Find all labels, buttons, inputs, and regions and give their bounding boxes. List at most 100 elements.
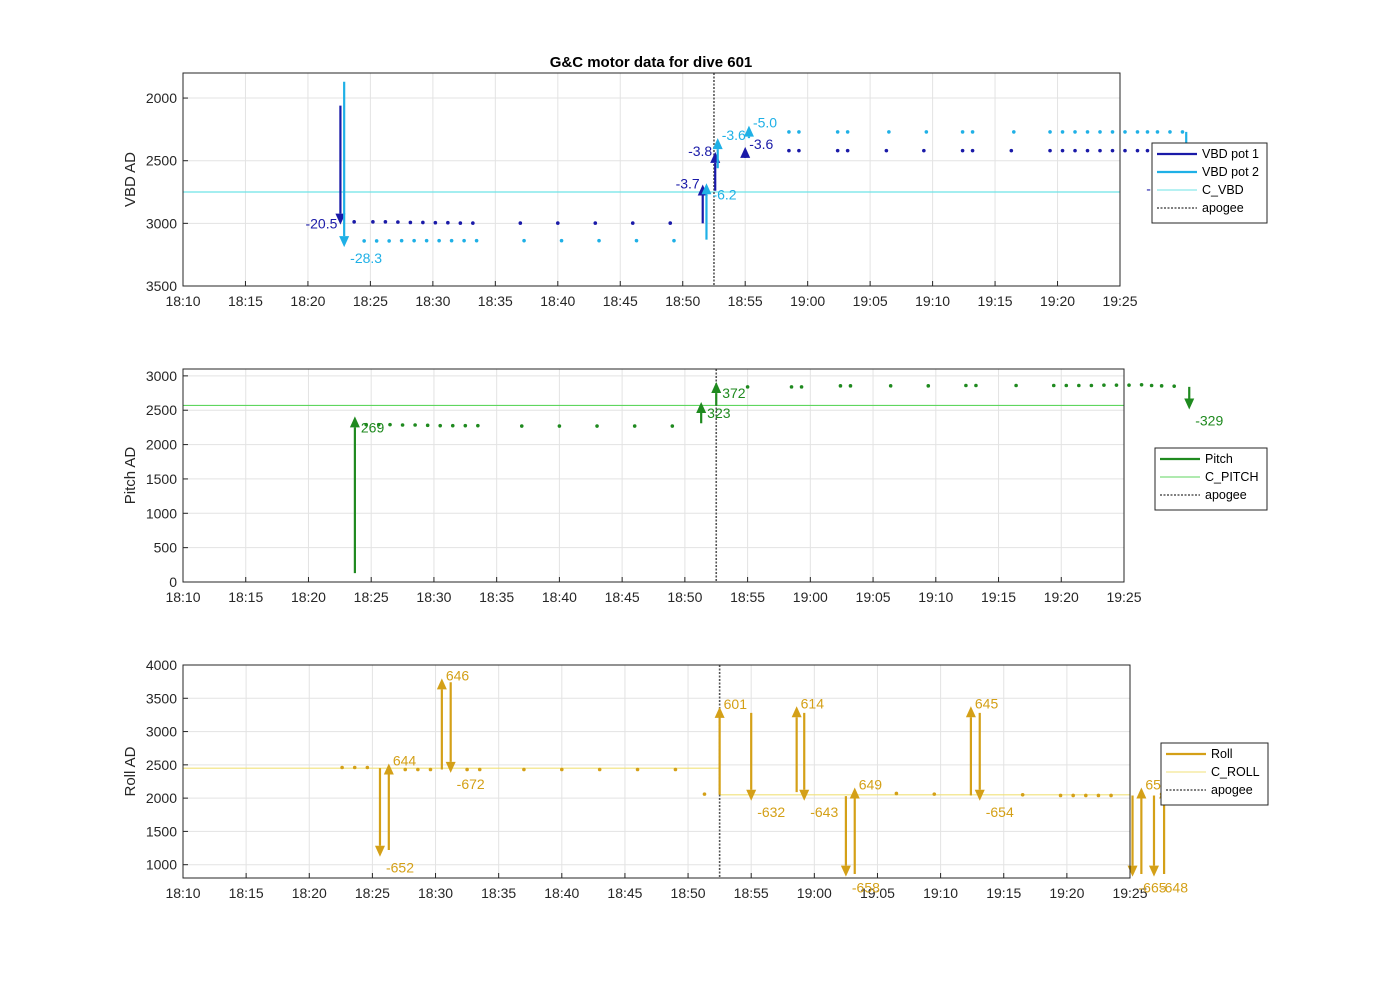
arrow-head — [743, 125, 754, 137]
arrow-label: 646 — [446, 667, 470, 683]
data-point — [1009, 148, 1014, 153]
data-point — [668, 221, 673, 225]
data-point — [1073, 130, 1077, 134]
x-tick-label: 18:20 — [290, 293, 325, 309]
arrow-label: -648 — [1160, 880, 1188, 896]
data-point — [352, 765, 357, 770]
y-tick-label: 1500 — [146, 471, 177, 487]
data-point — [421, 220, 425, 225]
data-point — [960, 148, 965, 153]
x-tick-label: 18:55 — [730, 589, 765, 605]
data-point — [787, 130, 791, 134]
data-point — [1058, 793, 1063, 798]
x-tick-label: 19:15 — [986, 885, 1021, 901]
plot-area — [183, 665, 1130, 878]
y-tick-label: 1500 — [146, 823, 177, 839]
legend-label: VBD pot 2 — [1202, 165, 1259, 179]
data-point — [838, 384, 843, 388]
arrow-label: -654 — [986, 804, 1014, 820]
legend-box — [1151, 142, 1268, 224]
data-point — [635, 767, 640, 772]
data-point — [365, 765, 370, 770]
data-point — [1172, 384, 1176, 388]
plot-area — [183, 369, 1124, 582]
data-point — [797, 148, 801, 153]
data-point — [413, 423, 417, 427]
data-point — [1168, 130, 1172, 134]
data-point — [1123, 148, 1127, 153]
arrow-head — [712, 138, 723, 150]
data-point — [1060, 148, 1065, 153]
data-point — [848, 384, 853, 388]
arrow-head — [696, 401, 707, 413]
data-point — [894, 791, 899, 796]
x-tick-label: 18:30 — [415, 293, 450, 309]
data-point — [474, 238, 479, 243]
data-point — [1114, 383, 1119, 387]
data-point — [1060, 130, 1065, 134]
y-tick-label: 3000 — [146, 724, 177, 740]
data-point — [1048, 148, 1052, 153]
data-point — [593, 221, 598, 225]
data-point — [1135, 130, 1140, 134]
x-tick-label: 18:55 — [734, 885, 769, 901]
data-point — [797, 130, 801, 134]
arrow-head — [1148, 865, 1159, 877]
legend-label: apogee — [1205, 488, 1247, 502]
data-point — [597, 238, 601, 243]
y-tick-label: 4000 — [146, 657, 177, 673]
data-point — [560, 767, 564, 772]
data-point — [1098, 148, 1102, 153]
data-point — [1051, 383, 1056, 388]
data-point — [1159, 384, 1164, 388]
x-tick-label: 18:40 — [542, 589, 577, 605]
x-tick-label: 19:25 — [1112, 885, 1147, 901]
data-point — [960, 130, 965, 134]
data-point — [428, 767, 433, 772]
data-point — [789, 385, 794, 389]
data-point — [463, 423, 468, 428]
data-point — [1155, 130, 1160, 134]
x-tick-label: 18:35 — [478, 293, 513, 309]
data-point — [522, 767, 526, 772]
x-tick-label: 18:10 — [165, 885, 200, 901]
arrow-head — [840, 865, 851, 877]
data-point — [673, 767, 678, 772]
x-tick-label: 18:45 — [605, 589, 640, 605]
data-point — [471, 221, 475, 225]
data-point — [522, 238, 526, 243]
y-tick-label: 2500 — [146, 402, 177, 418]
x-tick-label: 19:15 — [978, 293, 1013, 309]
arrow-head — [374, 845, 385, 857]
x-tick-label: 19:10 — [915, 293, 950, 309]
data-point — [974, 383, 978, 388]
data-point — [745, 385, 750, 389]
data-point — [845, 130, 850, 134]
arrow-label: -6.2 — [712, 186, 736, 202]
vbd-panel: 18:10 18:15 18:20 18:25 18:30 18:35 18:40 18:45… — [122, 72, 1268, 309]
legend-label: apogee — [1202, 201, 1244, 215]
data-point — [519, 424, 524, 428]
data-point — [632, 424, 637, 428]
x-tick-label: 18:25 — [354, 589, 389, 605]
data-point — [799, 385, 804, 389]
data-point — [835, 148, 840, 153]
x-tick-label: 18:15 — [229, 885, 264, 901]
data-point — [597, 767, 602, 772]
data-point — [1012, 130, 1016, 134]
x-tick-label: 18:10 — [165, 293, 200, 309]
y-axis-label: Pitch AD — [122, 447, 139, 505]
data-point — [1085, 130, 1090, 134]
data-point — [387, 239, 391, 243]
arrow-head — [711, 382, 722, 394]
data-point — [518, 221, 523, 225]
data-point — [1109, 793, 1113, 798]
arrow-head — [746, 789, 757, 801]
data-point — [449, 238, 454, 243]
x-tick-label: 19:20 — [1040, 293, 1075, 309]
data-point — [672, 238, 676, 243]
data-point — [887, 130, 891, 134]
x-tick-label: 18:50 — [667, 589, 702, 605]
x-tick-label: 18:35 — [481, 885, 516, 901]
